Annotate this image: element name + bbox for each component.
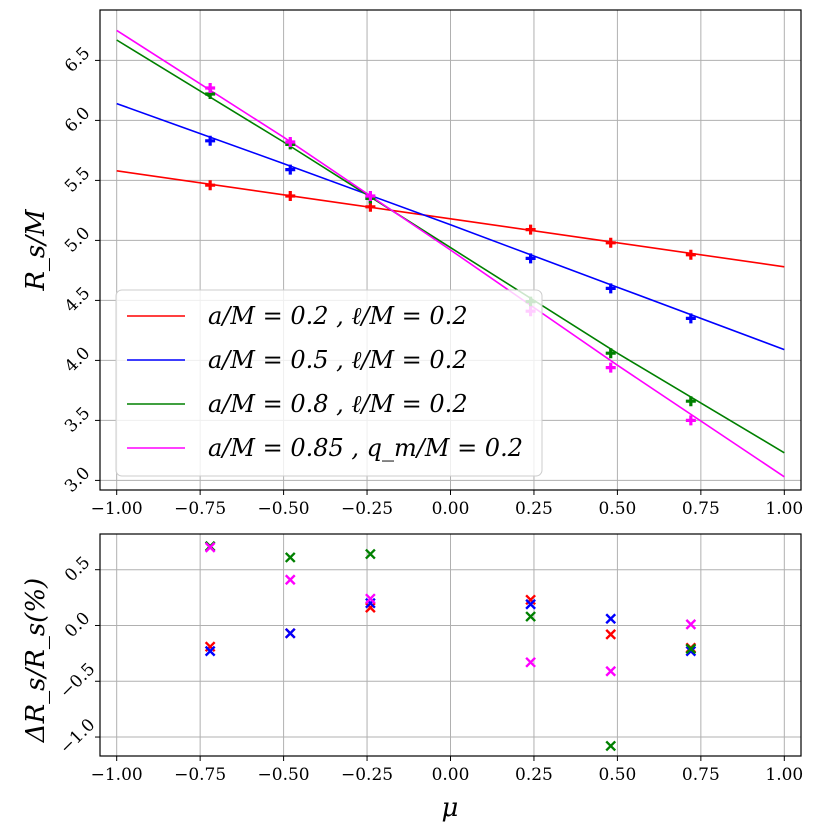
- legend-items: a/M = 0.2 , ℓ/M = 0.2 a/M = 0.5 , ℓ/M = 0…: [127, 302, 523, 462]
- top-xtick-label: 0.25: [515, 499, 553, 519]
- top-y-label: R_s/M: [21, 208, 51, 292]
- bottom-ytick-label: 0.0: [61, 608, 94, 641]
- residual-point-3: [284, 574, 296, 586]
- legend-label-0: a/M = 0.2 , ℓ/M = 0.2: [208, 302, 468, 330]
- top-points: [205, 83, 696, 426]
- legend: a/M = 0.2 , ℓ/M = 0.2 a/M = 0.5 , ℓ/M = 0…: [115, 289, 543, 477]
- bottom-xticks: −1.00 −0.75 −0.50 −0.25 0.00 0.25 0.50 0.75 1.00: [91, 756, 803, 785]
- data-point-1: [285, 164, 296, 175]
- bottom-y-label: ΔR_s/R_s(%): [21, 578, 51, 743]
- top-xtick-label: 0.00: [432, 499, 470, 519]
- top-ytick-label: 3.5: [61, 403, 94, 436]
- data-point-0: [605, 237, 616, 248]
- data-point-3: [205, 83, 216, 93]
- residual-point-1: [284, 627, 296, 639]
- bottom-panel: −1.00 −0.75 −0.50 −0.25 0.00 0.25 0.50 0.75 1.00…: [21, 533, 803, 823]
- top-xtick-label: 0.50: [598, 499, 636, 519]
- residual-point-2: [365, 548, 376, 560]
- bottom-xtick-label: −0.75: [174, 765, 226, 785]
- top-ytick-label: 4.5: [61, 283, 94, 316]
- top-ytick-label: 3.0: [61, 463, 94, 496]
- data-point-0: [525, 224, 536, 235]
- data-point-0: [685, 249, 696, 260]
- residual-point-3: [525, 656, 536, 668]
- data-point-2: [685, 396, 696, 407]
- legend-label-1: a/M = 0.5 , ℓ/M = 0.2: [208, 346, 468, 374]
- top-xtick-label: −1.00: [91, 499, 143, 519]
- residual-point-2: [685, 643, 697, 655]
- top-ytick-label: 6.0: [61, 103, 94, 136]
- bottom-x-label: μ: [442, 793, 459, 823]
- top-ytick-label: 4.0: [61, 343, 94, 376]
- residual-point-3: [605, 665, 617, 677]
- top-xtick-label: 0.75: [682, 499, 720, 519]
- bottom-xtick-label: −1.00: [91, 765, 143, 785]
- series-line-3: [116, 29, 785, 478]
- bottom-xtick-label: 1.00: [765, 765, 803, 785]
- data-point-3: [365, 191, 376, 201]
- bottom-xtick-label: 0.50: [598, 765, 636, 785]
- bottom-yticks: −1.0 −0.5 0.0 0.5: [56, 553, 100, 758]
- residual-point-1: [605, 613, 617, 625]
- bottom-xtick-label: −0.25: [341, 765, 393, 785]
- series-line-1: [116, 102, 785, 351]
- data-point-3: [285, 137, 296, 147]
- bottom-xtick-label: 0.75: [682, 765, 720, 785]
- bottom-xtick-label: −0.50: [258, 765, 310, 785]
- data-point-1: [205, 135, 216, 146]
- top-curves: [116, 29, 785, 478]
- data-point-0: [285, 191, 296, 201]
- top-yticks: 3.0 3.5 4.0 4.5 5.0 5.5 6.0 6.5: [61, 43, 100, 497]
- top-xtick-label: 1.00: [765, 499, 803, 519]
- bottom-grid: [100, 534, 801, 756]
- top-panel: −1.00 −0.75 −0.50 −0.25 0.00 0.25 0.50 0.75 1.00…: [21, 9, 803, 519]
- residual-point-3: [685, 619, 697, 630]
- top-ytick-label: 5.0: [61, 223, 94, 256]
- residual-point-3: [204, 542, 216, 553]
- top-xtick-label: −0.75: [174, 499, 226, 519]
- bottom-ytick-label: −0.5: [56, 659, 99, 702]
- top-ytick-label: 5.5: [61, 163, 94, 196]
- data-point-0: [365, 201, 376, 212]
- legend-label-2: a/M = 0.8 , ℓ/M = 0.2: [208, 390, 468, 418]
- residual-point-2: [525, 611, 536, 622]
- data-point-1: [525, 253, 536, 264]
- residual-point-0: [605, 629, 617, 640]
- series-line-2: [116, 39, 785, 454]
- residual-point-3: [365, 593, 376, 605]
- data-point-1: [685, 313, 696, 324]
- data-point-1: [605, 283, 616, 294]
- data-point-0: [205, 180, 216, 191]
- data-point-3: [685, 415, 696, 426]
- residual-point-1: [204, 645, 216, 657]
- top-ytick-label: 6.5: [61, 43, 94, 76]
- bottom-ytick-label: −1.0: [56, 715, 99, 758]
- bottom-xtick-label: 0.00: [432, 765, 470, 785]
- legend-box: [115, 289, 543, 477]
- series-line-0: [116, 170, 785, 268]
- data-point-3: [605, 362, 616, 373]
- residual-point-2: [605, 740, 617, 752]
- residual-point-2: [284, 552, 296, 563]
- bottom-points: [204, 540, 697, 752]
- top-xticks: −1.00 −0.75 −0.50 −0.25 0.00 0.25 0.50 0.75 1.00: [91, 490, 803, 519]
- legend-label-3: a/M = 0.85 , q_m/M = 0.2: [208, 434, 523, 462]
- top-xtick-label: −0.25: [341, 499, 393, 519]
- residual-point-1: [525, 598, 536, 610]
- bottom-xtick-label: 0.25: [515, 765, 553, 785]
- residual-point-1: [685, 645, 697, 657]
- data-point-2: [605, 348, 616, 359]
- top-xtick-label: −0.50: [258, 499, 310, 519]
- bottom-ytick-label: 0.5: [61, 553, 94, 586]
